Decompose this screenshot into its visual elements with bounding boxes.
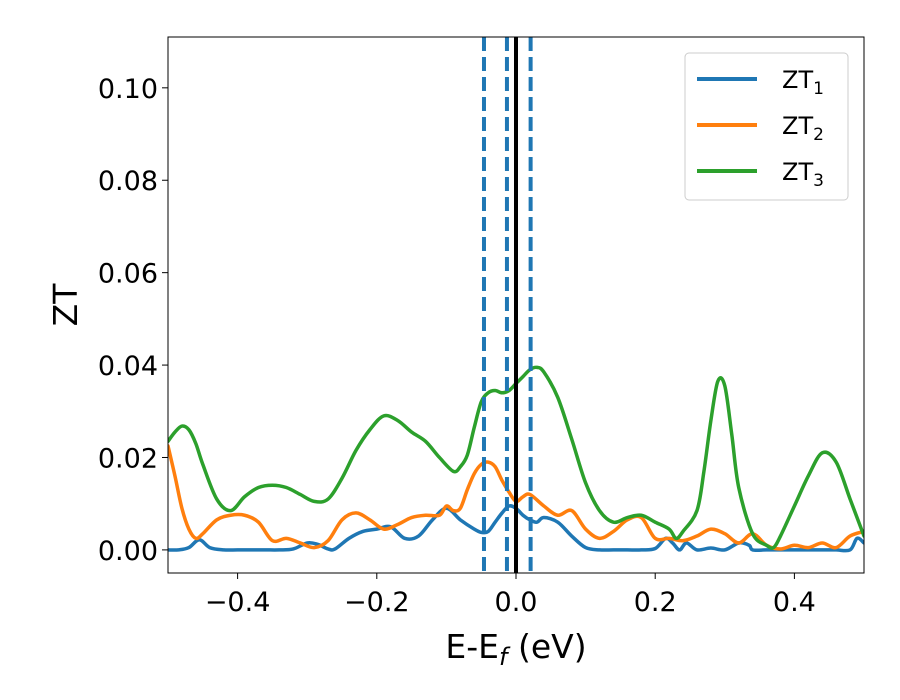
legend-entry-zt1: ZT1 (697, 66, 824, 99)
x-tick-label: −0.2 (344, 587, 410, 618)
x-tick-label: −0.4 (205, 587, 271, 618)
legend-entry-zt2: ZT2 (697, 112, 824, 145)
legend-label-zt3: ZT3 (782, 158, 824, 191)
legend-label-zt1-sub: 1 (813, 79, 824, 99)
plot-content (168, 37, 864, 573)
legend-label-zt1: ZT1 (782, 66, 824, 99)
legend-label-zt1-main: ZT (782, 66, 813, 94)
y-tick-label: 0.06 (98, 259, 158, 290)
legend-label-zt3-main: ZT (782, 158, 813, 186)
axis-ticks: −0.4 −0.2 0.0 0.2 0.4 0.00 0.02 0.04 0.06 0.08 0.1… (98, 74, 816, 618)
legend-label-zt2-sub: 2 (813, 125, 824, 145)
y-tick-label: 0.04 (98, 351, 158, 382)
legend-label-zt2: ZT2 (782, 112, 824, 145)
y-axis-label: ZT (46, 283, 85, 327)
x-tick-label: 0.2 (634, 587, 677, 618)
legend-entry-zt3: ZT3 (697, 158, 824, 191)
y-tick-label: 0.10 (98, 74, 158, 105)
x-axis-label: E-Ef (eV) (445, 627, 586, 671)
legend: ZT1 ZT2 ZT3 (684, 52, 849, 201)
y-tick-label: 0.00 (98, 536, 158, 567)
legend-label-zt2-main: ZT (782, 112, 813, 140)
y-tick-label: 0.02 (98, 443, 158, 474)
x-tick-label: 0.4 (773, 587, 816, 618)
x-axis-label-main: E-E (445, 627, 499, 666)
x-tick-label: 0.0 (495, 587, 538, 618)
y-tick-label: 0.08 (98, 166, 158, 197)
series-line-zt2 (168, 444, 864, 551)
x-axis-label-unit: (eV) (507, 627, 586, 666)
series-line-zt1 (168, 504, 864, 553)
legend-box (684, 52, 849, 201)
legend-label-zt3-sub: 3 (813, 171, 824, 191)
